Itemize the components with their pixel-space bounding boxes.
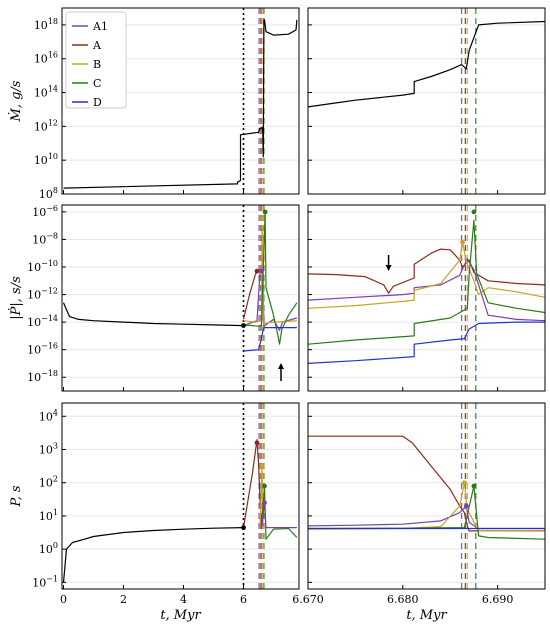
marker-c (471, 483, 477, 489)
marker-c (471, 209, 477, 215)
y-tick-label: 10−8 (32, 231, 58, 246)
panel-middle-left: 10−18 10−16 10−14 10−12 10−10 10−8 10−6 |Ṗ|, s/… (7, 204, 300, 392)
y-axis-label: |Ṗ|, s/s (7, 276, 24, 320)
x-tick-label: 6.690 (482, 593, 514, 606)
y-tick-label: 10−12 (27, 287, 58, 302)
legend-box (65, 11, 127, 109)
series-line-a1 (260, 502, 297, 530)
y-tick-label: 108 (39, 186, 58, 201)
y-tick-label: 1018 (34, 17, 58, 32)
y-tick-label: 1016 (34, 51, 58, 66)
x-tick-label: 6.680 (387, 593, 419, 606)
plot-area (308, 8, 545, 194)
x-axis-label: t, Myr (160, 608, 201, 623)
y-tick-label: 101 (39, 508, 58, 523)
marker-c (262, 483, 267, 489)
marker-a (254, 440, 260, 446)
y-tick-label: 10−18 (27, 369, 58, 384)
marker-a1 (259, 268, 264, 274)
x-tick-label: 4 (180, 593, 187, 606)
axes-frame (61, 402, 300, 590)
series-line-c (243, 211, 298, 345)
series-line-a1 (308, 505, 545, 530)
series-line-base (63, 19, 298, 189)
series-line-d (243, 327, 297, 352)
series-line-a1 (308, 258, 545, 322)
series-line-base (308, 20, 545, 108)
y-tick-label: 10−10 (27, 259, 58, 274)
series-line-d (308, 321, 545, 364)
series-line-b (308, 241, 545, 309)
plot-area (308, 403, 545, 589)
series-line-b (243, 225, 297, 325)
marker-b (462, 480, 467, 486)
y-tick-label: 10−1 (32, 574, 58, 589)
arrow-up-icon (278, 363, 284, 369)
x-tick-label: 0 (60, 593, 67, 606)
x-tick-label: 2 (120, 593, 127, 606)
marker-a1 (463, 503, 469, 509)
y-tick-label: 10−16 (27, 342, 58, 357)
marker-base (241, 323, 246, 328)
series-line-c (308, 219, 545, 345)
y-tick-label: 102 (39, 475, 58, 490)
axes-frame (307, 204, 546, 392)
marker-a1 (262, 500, 267, 506)
plot-area (62, 403, 298, 589)
y-tick-label: 1012 (34, 118, 58, 133)
axes-frame (307, 7, 546, 195)
x-tick-label: 6.670 (292, 593, 324, 606)
y-tick-label: 100 (39, 541, 58, 556)
y-tick-label: 104 (39, 408, 58, 423)
marker-b (259, 463, 265, 469)
legend-label-d: D (93, 96, 102, 109)
x-axis-label: t, Myr (406, 608, 447, 623)
panel-bottom-right: 6.670 6.680 6.690 t, Myr (292, 402, 546, 623)
marker-base (241, 525, 246, 530)
marker-b (460, 239, 465, 245)
series-line-b (308, 482, 545, 532)
arrow-down-icon (385, 265, 392, 271)
series-line-b (259, 465, 266, 529)
y-tick-label: 103 (39, 442, 58, 457)
legend-label-c: C (93, 77, 101, 90)
x-tick-label: 6 (240, 593, 247, 606)
axes-frame (307, 402, 546, 590)
legend-label-a1: A1 (92, 20, 108, 33)
legend-label-a: A (92, 39, 102, 52)
y-tick-label: 1014 (34, 85, 58, 100)
y-tick-label: 10−6 (32, 204, 58, 219)
marker-b (259, 216, 265, 222)
plot-area (308, 205, 545, 391)
panel-middle-right (307, 204, 546, 392)
series-line-base (62, 527, 244, 583)
axes-frame (61, 7, 300, 195)
y-axis-label: P, s (9, 485, 24, 507)
marker-a (254, 268, 260, 274)
series-line-a (308, 435, 545, 532)
plot-area (62, 205, 298, 391)
y-tick-label: 1010 (34, 152, 58, 167)
panel-bottom-left: 10−1 100 101 102 103 104 0 2 4 6 P, s t, Myr (9, 402, 300, 623)
series-line-c (260, 485, 298, 540)
legend-label-b: B (93, 58, 101, 71)
plot-area (63, 8, 298, 194)
panel-top-right (307, 7, 546, 195)
panel-top-left: 108 1010 1012 1014 1016 1018 Ṁ, g/s (7, 7, 300, 201)
axes-frame (61, 204, 300, 392)
series-line-base (62, 302, 244, 327)
marker-c (262, 209, 268, 215)
y-tick-label: 10−14 (27, 314, 58, 329)
y-axis-label: Ṁ, g/s (7, 80, 24, 122)
